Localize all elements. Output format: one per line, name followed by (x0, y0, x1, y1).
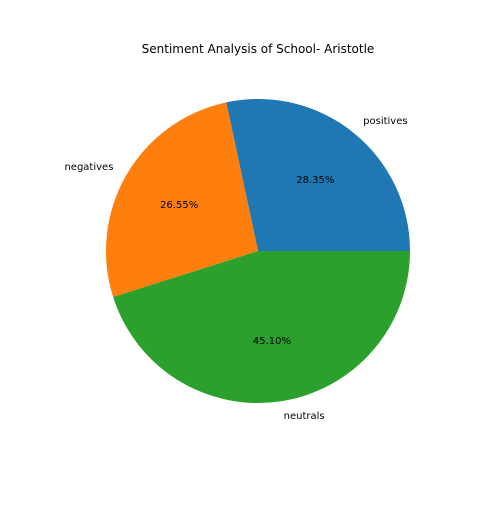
slice-percent-negatives: 26.55% (160, 200, 198, 211)
chart-title: Sentiment Analysis of School- Aristotle (142, 42, 375, 56)
pie-labels: positives 28.35% negatives 26.55% neutrals 45… (64, 116, 407, 422)
pie-slice-negatives (105, 102, 258, 298)
slice-label-negatives: negatives (64, 162, 113, 173)
pie-slice-neutrals (113, 251, 410, 404)
slice-percent-positives: 28.35% (296, 175, 334, 186)
slice-label-positives: positives (363, 116, 407, 127)
slice-label-neutrals: neutrals (284, 411, 325, 422)
slice-percent-neutrals: 45.10% (253, 336, 291, 347)
pie-slices (105, 99, 410, 404)
pie-slice-positives (226, 99, 410, 251)
